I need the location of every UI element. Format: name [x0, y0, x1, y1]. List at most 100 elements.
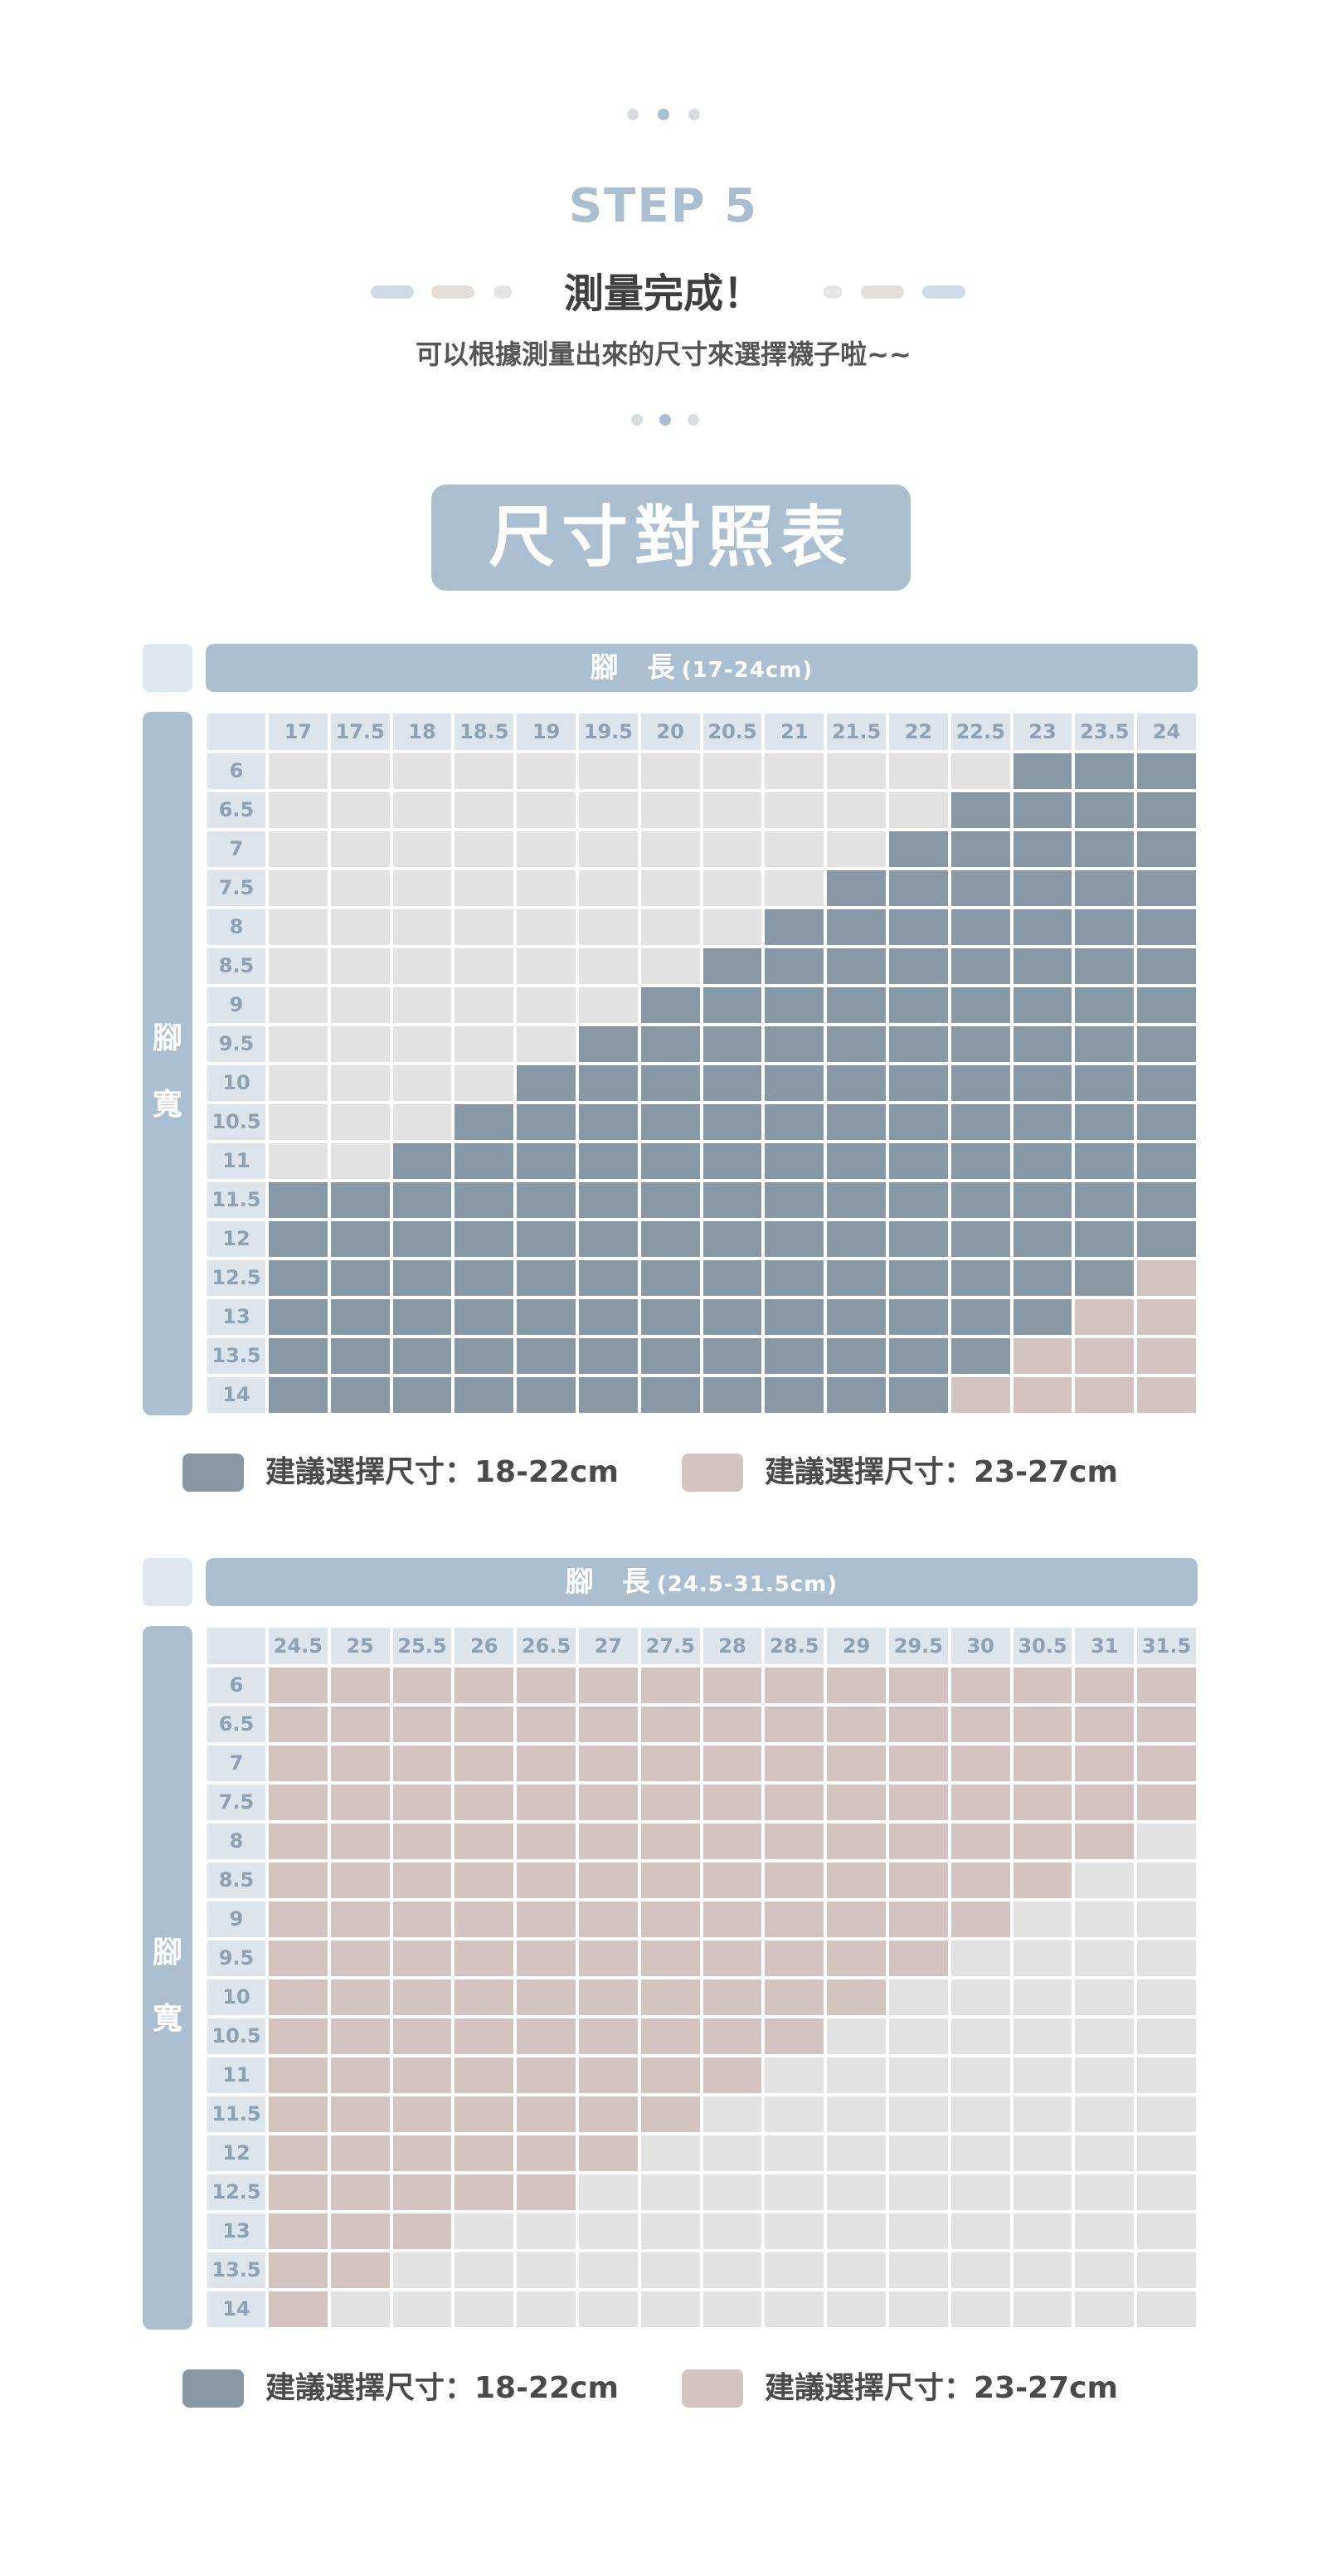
- legend-swatch: [182, 2369, 244, 2408]
- size-cell: [328, 1666, 391, 1705]
- size-cell: [825, 1337, 887, 1376]
- size-cell: [763, 947, 826, 986]
- size-cell: [267, 1900, 329, 1939]
- size-cell: [267, 2173, 329, 2212]
- size-cell: [1135, 2095, 1198, 2134]
- size-cell: [887, 1978, 950, 2017]
- row-header: 8: [206, 1822, 267, 1861]
- size-cell: [949, 791, 1012, 830]
- size-cell: [763, 2095, 826, 2134]
- size-cell: [453, 2134, 516, 2173]
- size-cell: [328, 1783, 391, 1822]
- size-cell: [267, 1103, 329, 1142]
- size-cell: [949, 2095, 1012, 2134]
- size-cell: [328, 2017, 391, 2056]
- size-cell: [1011, 947, 1074, 986]
- size-cell: [1011, 1861, 1074, 1900]
- column-header: 18: [391, 712, 454, 752]
- size-cell: [825, 2017, 887, 2056]
- size-cell: [639, 1259, 702, 1298]
- row-header: 11.5: [206, 1181, 267, 1220]
- size-cell: [701, 2134, 764, 2173]
- size-cell: [515, 791, 577, 830]
- size-cell: [763, 2212, 826, 2251]
- size-cell: [1011, 1900, 1074, 1939]
- size-cell: [577, 2173, 639, 2212]
- size-cell: [515, 1900, 577, 1939]
- size-cell: [763, 830, 826, 869]
- size-cell: [763, 986, 826, 1025]
- step-subtitle: 可以根據測量出來的尺寸來選擇襪子啦~~: [416, 338, 911, 370]
- column-header: 31: [1073, 1626, 1136, 1666]
- size-cell: [515, 2017, 577, 2056]
- row-header: 6: [206, 752, 267, 791]
- size-cell: [763, 1064, 826, 1103]
- size-cell: [577, 1978, 639, 2017]
- size-cell: [267, 1025, 329, 1064]
- size-cell: [639, 1744, 702, 1783]
- legend-swatch: [682, 2369, 743, 2408]
- size-cell: [1011, 2017, 1074, 2056]
- size-cell: [825, 791, 887, 830]
- size-cell: [949, 2134, 1012, 2173]
- size-cell: [453, 1744, 516, 1783]
- size-cell: [453, 1142, 516, 1181]
- size-cell: [453, 1103, 516, 1142]
- size-cell: [1135, 1705, 1198, 1744]
- column-header: 29: [825, 1626, 887, 1666]
- size-cell: [949, 2056, 1012, 2095]
- size-cell: [887, 2095, 950, 2134]
- size-cell: [328, 1181, 391, 1220]
- size-cell: [391, 2017, 454, 2056]
- size-cell: [949, 1298, 1012, 1337]
- size-cell: [763, 2056, 826, 2095]
- size-cell: [328, 1142, 391, 1181]
- row-header: 9.5: [206, 1939, 267, 1978]
- foot-length-header: 腳 長 (24.5-31.5cm): [206, 1558, 1198, 1606]
- size-cell: [1135, 1259, 1198, 1298]
- size-cell: [825, 986, 887, 1025]
- size-cell: [453, 791, 516, 830]
- size-cell: [1011, 1978, 1074, 2017]
- size-cell: [887, 1298, 950, 1337]
- size-cell: [825, 1861, 887, 1900]
- size-cell: [825, 1783, 887, 1822]
- size-cell: [949, 1064, 1012, 1103]
- size-cell: [577, 1298, 639, 1337]
- size-cell: [825, 1939, 887, 1978]
- size-cell: [701, 1103, 764, 1142]
- size-cell: [328, 1220, 391, 1259]
- size-cell: [763, 1259, 826, 1298]
- size-cell: [1011, 1705, 1074, 1744]
- size-cell: [763, 2173, 826, 2212]
- size-cell: [887, 1939, 950, 1978]
- legend-swatch: [182, 1454, 244, 1492]
- size-cell: [515, 1025, 577, 1064]
- size-cell: [453, 1181, 516, 1220]
- size-cell: [639, 986, 702, 1025]
- size-cell: [267, 1861, 329, 1900]
- size-cell: [515, 2095, 577, 2134]
- size-cell: [1073, 947, 1136, 986]
- size-cell: [453, 2290, 516, 2329]
- size-cell: [701, 986, 764, 1025]
- size-cell: [391, 2251, 454, 2290]
- column-header: 25: [328, 1626, 391, 1666]
- size-cell: [328, 1978, 391, 2017]
- size-cell: [1135, 2173, 1198, 2212]
- foot-length-header: 腳 長 (17-24cm): [206, 644, 1198, 692]
- size-cell: [1011, 1298, 1074, 1337]
- size-cell: [887, 947, 950, 986]
- size-cell: [267, 908, 329, 947]
- size-cell: [1135, 1103, 1198, 1142]
- column-header: 20.5: [701, 712, 764, 752]
- row-header: 12.5: [206, 2173, 267, 2212]
- size-cell: [825, 830, 887, 869]
- size-cell: [453, 1064, 516, 1103]
- size-cell: [1073, 1103, 1136, 1142]
- column-header: 29.5: [887, 1626, 950, 1666]
- size-cell: [1011, 2095, 1074, 2134]
- size-cell: [639, 791, 702, 830]
- size-cell: [577, 2212, 639, 2251]
- size-cell: [701, 752, 764, 791]
